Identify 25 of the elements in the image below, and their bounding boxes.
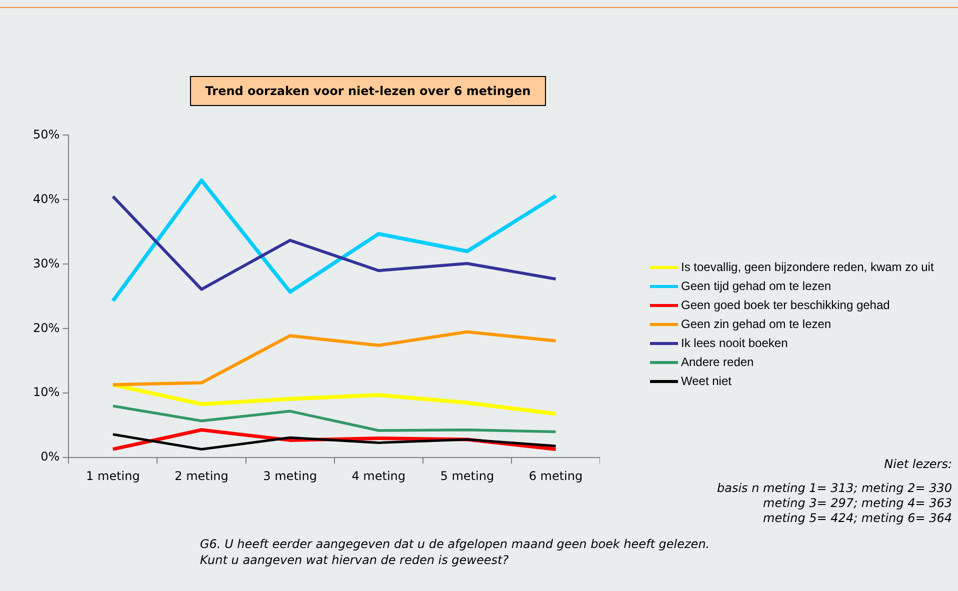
y-tick-label: 30% [33,256,60,270]
legend-label: Geen goed boek ter beschikking gehad [681,298,890,312]
y-tick-label: 20% [33,320,60,335]
x-tick-label: 6 meting [528,468,583,483]
y-tick-label: 50% [33,127,60,142]
x-tick-label: 1 meting [86,468,140,483]
chart-title: Trend oorzaken voor niet-lezen over 6 metingen [190,76,546,106]
legend-label: Is toevallig, geen bijzondere reden, kwam zo uit [681,260,934,274]
x-tick-label: 4 meting [352,468,406,483]
x-tick-label: 3 meting [263,468,317,483]
text: meting 3= 297; meting 4= 363 [762,496,952,511]
x-tick-label: 2 meting [174,468,228,483]
legend-label: Andere reden [681,355,754,369]
legend-label: Geen tijd gehad om te lezen [681,279,832,293]
y-tick-label: 10% [33,385,60,400]
y-tick-label: 40% [33,192,60,206]
text: G6. U heeft eerder aangegeven dat u de afgelopen maand geen boek heeft gelezen. Kunt u aangeven wat hiervan de reden is geweest? [200,536,710,568]
legend-label: Weet niet [681,374,732,388]
x-tick-label: 5 meting [440,468,494,483]
y-tick-label: 0% [40,450,60,464]
text: Niet lezers: [883,457,952,472]
legend-label: Ik lees nooit boeken [681,336,788,350]
text: meting 5= 424; meting 6= 364 [762,511,952,526]
legend-label: Geen zin gehad om te lezen [681,317,832,331]
text: basis n meting 1= 313; meting 2= 330 [716,481,952,496]
